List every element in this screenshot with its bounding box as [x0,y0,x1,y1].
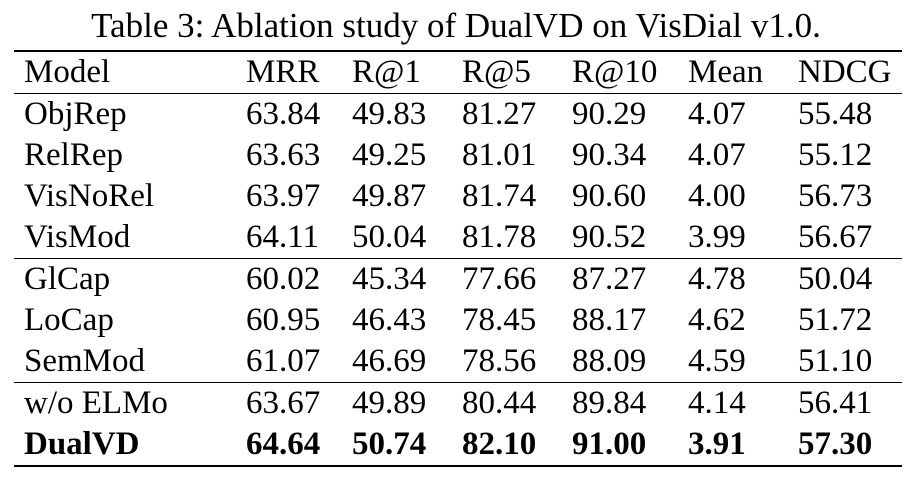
cell-mean: 3.91 [688,426,746,462]
table-row: LoCap 60.95 46.43 78.45 88.17 4.62 51.72 [14,300,902,341]
header-ndcg: NDCG [798,54,892,90]
table-group-1: ObjRep 63.84 49.83 81.27 90.29 4.07 55.48 RelRe… [14,94,902,259]
cell-r5: 82.10 [462,426,537,462]
header-mean: Mean [688,54,764,90]
cell-model: SemMod [24,343,146,379]
cell-r5: 81.74 [462,178,537,214]
header-mrr: MRR [246,54,320,90]
cell-r10: 90.52 [572,219,647,255]
header-r5: R@5 [462,54,531,90]
cell-r5: 78.56 [462,343,537,379]
cell-r10: 90.29 [572,96,647,132]
table-row: RelRep 63.63 49.25 81.01 90.34 4.07 55.12 [14,135,902,176]
cell-model: VisMod [24,219,131,255]
cell-r5: 80.44 [462,385,537,421]
cell-model: RelRep [24,137,123,173]
ablation-table: Model MRR R@1 R@5 R@10 Mean NDCG ObjRep 6… [14,50,902,467]
cell-mean: 4.62 [688,302,746,338]
table-row: w/o ELMo 63.67 49.89 80.44 89.84 4.14 56.41 [14,383,902,425]
cell-ndcg: 51.72 [798,302,873,338]
cell-mean: 3.99 [688,219,746,255]
cell-mean: 4.07 [688,137,746,173]
cell-mean: 4.07 [688,96,746,132]
cell-r10: 91.00 [572,426,647,462]
header-model: Model [24,54,111,90]
cell-model: DualVD [24,426,140,462]
table-header: Model MRR R@1 R@5 R@10 Mean NDCG [14,51,902,94]
table-group-2: GlCap 60.02 45.34 77.66 87.27 4.78 50.04 LoCap 6… [14,258,902,383]
cell-ndcg: 51.10 [798,343,873,379]
cell-mrr: 64.11 [246,219,320,255]
header-r1: R@1 [352,54,421,90]
cell-mean: 4.14 [688,385,746,421]
cell-r10: 89.84 [572,385,647,421]
table-caption: Table 3: Ablation study of DualVD on Vis… [91,6,821,45]
cell-mrr: 60.02 [246,261,321,297]
cell-r1: 49.89 [352,385,427,421]
cell-r1: 50.74 [352,426,427,462]
cell-r1: 46.43 [352,302,427,338]
table-row: ObjRep 63.84 49.83 81.27 90.29 4.07 55.48 [14,94,902,136]
cell-mrr: 61.07 [246,343,321,379]
header-row: Model MRR R@1 R@5 R@10 Mean NDCG [14,51,902,94]
cell-mrr: 63.84 [246,96,321,132]
cell-mean: 4.00 [688,178,746,214]
cell-r1: 49.87 [352,178,427,214]
cell-model: VisNoRel [24,178,155,214]
cell-mrr: 63.97 [246,178,321,214]
cell-r10: 88.09 [572,343,647,379]
table-row: GlCap 60.02 45.34 77.66 87.27 4.78 50.04 [14,259,902,301]
cell-ndcg: 56.41 [798,385,873,421]
cell-r10: 87.27 [572,261,647,297]
cell-model: ObjRep [24,96,127,132]
cell-ndcg: 57.30 [798,426,873,462]
cell-r5: 77.66 [462,261,537,297]
cell-model: GlCap [24,261,111,297]
cell-r10: 88.17 [572,302,647,338]
cell-ndcg: 55.48 [798,96,873,132]
table-group-3: w/o ELMo 63.67 49.89 80.44 89.84 4.14 56.41 Dua… [14,382,902,466]
cell-r5: 81.27 [462,96,537,132]
table-row: VisMod 64.11 50.04 81.78 90.52 3.99 56.67 [14,217,902,259]
cell-r1: 49.83 [352,96,427,132]
cell-ndcg: 50.04 [798,261,873,297]
cell-mrr: 64.64 [246,426,321,462]
cell-mean: 4.59 [688,343,746,379]
ablation-table-container: Model MRR R@1 R@5 R@10 Mean NDCG ObjRep 6… [14,50,902,467]
cell-ndcg: 56.73 [798,178,873,214]
cell-mean: 4.78 [688,261,746,297]
cell-r1: 49.25 [352,137,427,173]
cell-r1: 50.04 [352,219,427,255]
cell-ndcg: 56.67 [798,219,873,255]
cell-mrr: 63.67 [246,385,321,421]
cell-r1: 46.69 [352,343,427,379]
cell-model: w/o ELMo [24,385,168,421]
cell-mrr: 63.63 [246,137,321,173]
cell-model: LoCap [24,302,114,338]
cell-r5: 81.01 [462,137,537,173]
table-row: VisNoRel 63.97 49.87 81.74 90.60 4.00 56.73 [14,176,902,217]
cell-r10: 90.34 [572,137,647,173]
cell-r5: 78.45 [462,302,537,338]
table-row: SemMod 61.07 46.69 78.56 88.09 4.59 51.10 [14,341,902,383]
cell-r5: 81.78 [462,219,537,255]
cell-mrr: 60.95 [246,302,321,338]
table-row: DualVD 64.64 50.74 82.10 91.00 3.91 57.30 [14,424,902,466]
header-r10: R@10 [572,54,658,90]
cell-r10: 90.60 [572,178,647,214]
cell-ndcg: 55.12 [798,137,873,173]
cell-r1: 45.34 [352,261,427,297]
